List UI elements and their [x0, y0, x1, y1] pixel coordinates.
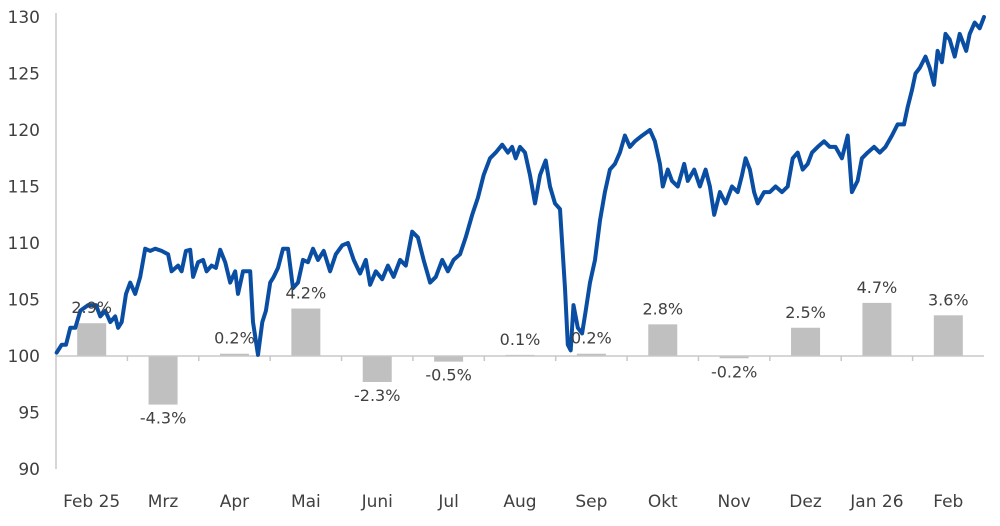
x-tick-label: Mai	[291, 492, 321, 512]
x-tick-label: Jan 26	[849, 492, 903, 512]
y-tick-label: 90	[18, 460, 40, 480]
y-tick-label: 125	[8, 65, 40, 85]
y-tick-label: 130	[8, 8, 40, 28]
bar	[719, 356, 749, 359]
data-label: -2.3%	[354, 386, 400, 405]
data-label: 0.1%	[500, 330, 541, 349]
bar	[576, 353, 606, 356]
x-tick-label: Mrz	[148, 492, 179, 512]
x-tick-label: Juni	[361, 492, 393, 512]
data-label: 4.2%	[286, 284, 327, 303]
index-line	[54, 15, 986, 357]
y-tick-label: 120	[8, 121, 40, 141]
x-tick-label: Aug	[503, 492, 536, 512]
bar	[862, 302, 892, 356]
data-label: 0.2%	[571, 329, 612, 348]
data-label: 2.9%	[71, 298, 112, 317]
line-layer	[54, 15, 986, 357]
data-label: 4.7%	[857, 278, 898, 297]
x-tick-label: Feb	[933, 492, 963, 512]
bar	[362, 356, 392, 382]
x-tick-label: Apr	[220, 492, 249, 512]
x-tick-label: Sep	[575, 492, 607, 512]
labels-layer: 2.9% -4.3% 0.2% 4.2% -2.3% -0.5% 0.1% 0.2% 2.8% -…	[71, 278, 968, 428]
data-label: 0.2%	[214, 329, 255, 348]
bar	[434, 356, 464, 362]
y-tick-label: 115	[8, 178, 40, 198]
y-tick-label: 95	[18, 404, 40, 424]
bar	[933, 315, 963, 356]
x-tick-label: Dez	[789, 492, 822, 512]
x-tick-label: Nov	[718, 492, 751, 512]
x-tick-label: Okt	[648, 492, 678, 512]
bar	[648, 324, 678, 356]
bar	[219, 353, 249, 356]
y-tick-label: 100	[8, 347, 40, 367]
data-label: -0.5%	[425, 366, 471, 385]
data-label: -0.2%	[711, 362, 757, 381]
y-tick-label: 110	[8, 234, 40, 254]
x-tick-label: Jul	[437, 492, 459, 512]
data-label: 3.6%	[928, 290, 969, 309]
axes-layer: 90 95 100 105 110 115 120 125 130 Feb 25 Mrz Apr Mai…	[8, 8, 984, 512]
data-label: 2.5%	[785, 303, 826, 322]
bar	[148, 356, 178, 405]
bar	[77, 323, 107, 356]
data-label: -4.3%	[140, 409, 186, 428]
bar	[291, 308, 321, 356]
bar	[791, 327, 821, 356]
y-tick-label: 105	[8, 291, 40, 311]
bars-layer	[77, 302, 963, 405]
x-tick-label: Feb 25	[63, 492, 120, 512]
data-label: 2.8%	[642, 299, 683, 318]
